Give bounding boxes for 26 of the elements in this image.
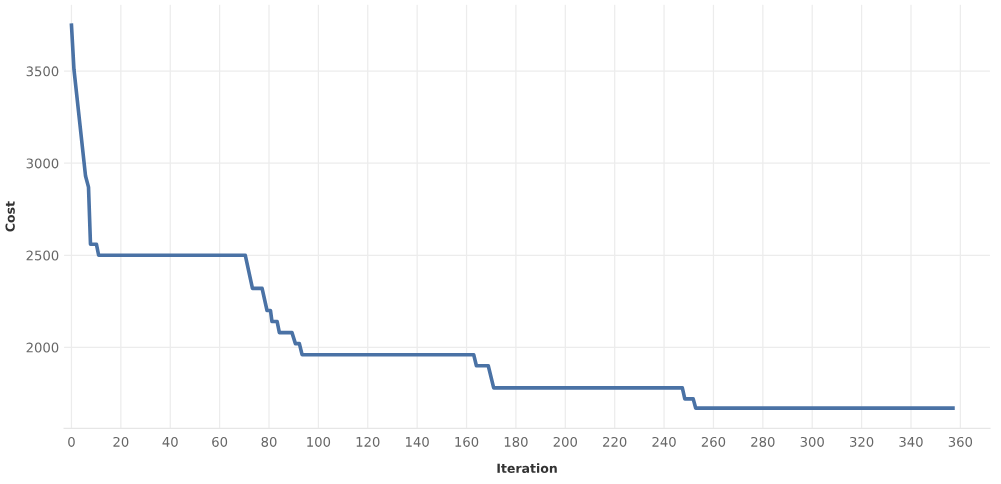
x-tick-label: 260 <box>701 436 726 447</box>
y-axis-title: Cost <box>5 201 15 232</box>
line-series <box>69 23 955 410</box>
y-tick-label: 3000 <box>26 158 59 169</box>
x-tick-label: 200 <box>553 436 578 447</box>
x-tick-label: 360 <box>948 436 973 447</box>
x-tick-label: 240 <box>652 436 676 447</box>
x-tick-label: 60 <box>212 436 228 447</box>
x-tick-label: 0 <box>68 436 75 447</box>
x-tick-label: 160 <box>455 436 479 447</box>
x-tick-label: 20 <box>113 436 129 447</box>
x-tick-label: 320 <box>850 436 874 447</box>
x-tick-label: 120 <box>356 436 380 447</box>
x-tick-label: 180 <box>504 436 528 447</box>
y-tick-label: 2000 <box>26 342 59 353</box>
y-tick-label: 2500 <box>26 250 59 261</box>
x-tick-label: 140 <box>406 436 429 447</box>
x-tick-label: 280 <box>751 436 775 447</box>
x-tick-label: 300 <box>800 436 824 447</box>
x-tick-label: 220 <box>603 436 627 447</box>
x-tick-label: 100 <box>307 436 331 447</box>
x-tick-label: 80 <box>261 436 277 447</box>
x-tick-label: 340 <box>899 436 923 447</box>
x-tick-label: 40 <box>162 436 178 447</box>
y-tick-label: 3500 <box>26 66 59 77</box>
x-axis-title: Iteration <box>497 463 557 474</box>
